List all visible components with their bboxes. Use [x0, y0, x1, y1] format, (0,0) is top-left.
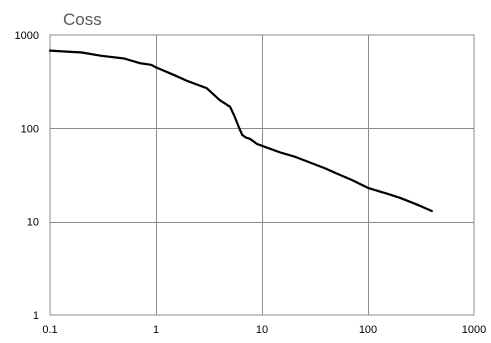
y-tick-label: 1000 [15, 30, 39, 42]
chart-title: Coss [63, 10, 102, 29]
y-tick-label: 1 [33, 310, 39, 322]
x-tick-label: 1000 [462, 324, 486, 336]
grid-layer [50, 35, 474, 315]
x-tick-label: 10 [256, 324, 268, 336]
x-tick-label: 1 [153, 324, 159, 336]
y-tick-label: 100 [21, 123, 39, 135]
y-tick-label: 10 [27, 217, 39, 229]
x-tick-label: 0.1 [42, 324, 57, 336]
series-line [48, 49, 433, 213]
plot-frame [49, 34, 475, 316]
x-tick-label: 100 [359, 324, 377, 336]
